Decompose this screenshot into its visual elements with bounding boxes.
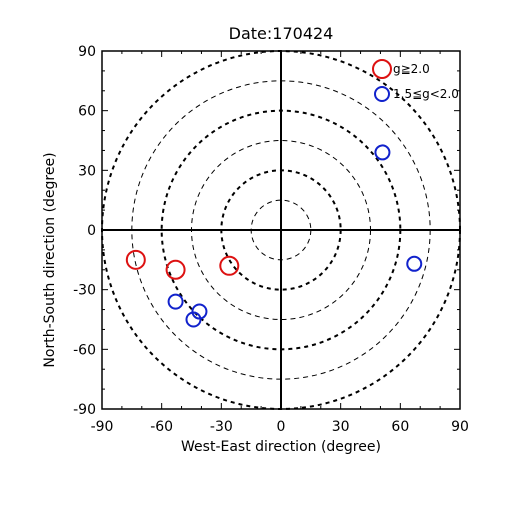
data-point-series-1 [125,249,146,270]
x-tick-label: 30 [332,419,350,435]
plot-frame [101,50,461,410]
x-tick-label: -30 [210,419,233,435]
legend-label-2: 1.5≦g<2.0 [393,87,459,101]
legend-label-1: g≧2.0 [393,62,430,76]
data-point-series-2 [167,293,184,310]
x-tick-label: 90 [451,419,469,435]
data-points [125,144,423,328]
data-point-series-2 [191,303,208,320]
y-tick-label: 30 [78,163,96,179]
y-tick-label: -60 [73,342,96,358]
data-point-series-1 [165,259,186,280]
y-tick-label: 60 [78,104,96,120]
legend-marker-1 [372,59,392,79]
y-axis-label: North-South direction (degree) [42,152,58,367]
data-point-series-2 [406,255,423,272]
y-tick-label: -30 [73,283,96,299]
legend: g≧2.0 1.5≦g<2.0 [372,59,459,102]
chart-title: Date:170424 [229,24,334,43]
y-tick-label: -90 [73,402,96,418]
x-tick-label: -90 [91,419,114,435]
x-tick-label: 0 [277,419,286,435]
y-tick-label: 0 [87,223,96,239]
data-point-series-1 [219,255,240,276]
axis-ticks: -90 -60 -30 0 30 60 90 90 60 30 0 -30 -60 -90 [73,44,469,435]
x-tick-label: 60 [391,419,409,435]
y-tick-label: 90 [78,44,96,60]
x-axis-label: West-East direction (degree) [181,439,381,455]
x-tick-label: -60 [150,419,173,435]
legend-marker-2 [374,86,390,102]
data-point-series-2 [374,144,391,161]
